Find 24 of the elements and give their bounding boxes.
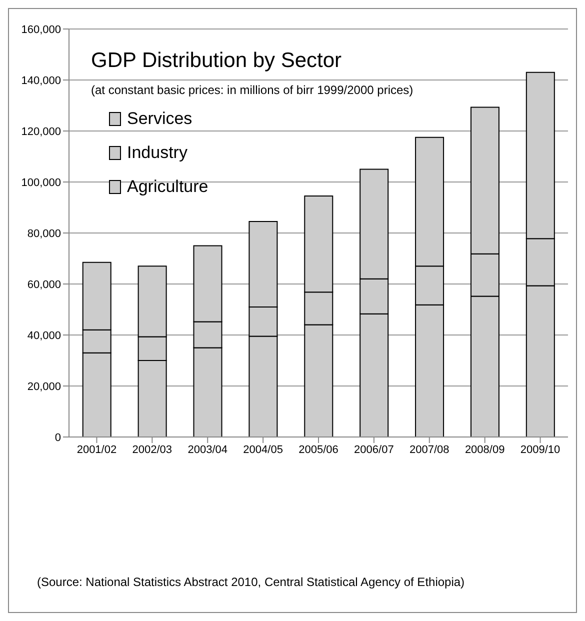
y-tick-label: 100,000 <box>21 176 61 189</box>
y-tick-label: 40,000 <box>27 330 61 342</box>
x-tick-label: 2003/04 <box>188 444 228 456</box>
x-tick-label: 2007/08 <box>410 444 450 456</box>
y-tick-label: 80,000 <box>27 228 61 240</box>
x-tick-label: 2001/02 <box>76 444 117 456</box>
text: (at constant basic prices: in millions of birr 1999/2000 prices) <box>91 83 414 97</box>
x-tick-label: 2008/09 <box>464 444 505 456</box>
y-tick-label: 60,000 <box>27 278 61 291</box>
y-tick-label: 20,000 <box>27 380 61 393</box>
text: GDP Distribution by Sector <box>91 49 342 73</box>
x-tick-label: 2004/05 <box>243 444 283 456</box>
text: (Source: National Statistics Abstract 2010, Central Statistical Agency of Ethiopia) <box>37 575 465 589</box>
y-tick-label: 0 <box>54 432 61 444</box>
legend-label: Industry <box>127 143 188 163</box>
x-tick-label: 2002/03 <box>132 444 172 456</box>
x-tick-label: 2009/10 <box>520 444 560 456</box>
y-tick-label: 120,000 <box>21 126 61 138</box>
y-tick-label: 160,000 <box>21 24 61 36</box>
x-tick-label: 2006/07 <box>354 444 394 456</box>
legend-label: Agriculture <box>127 177 208 197</box>
x-tick-label: 2005/06 <box>298 444 338 456</box>
legend-label: Services <box>127 109 192 129</box>
y-tick-label: 140,000 <box>21 74 61 87</box>
